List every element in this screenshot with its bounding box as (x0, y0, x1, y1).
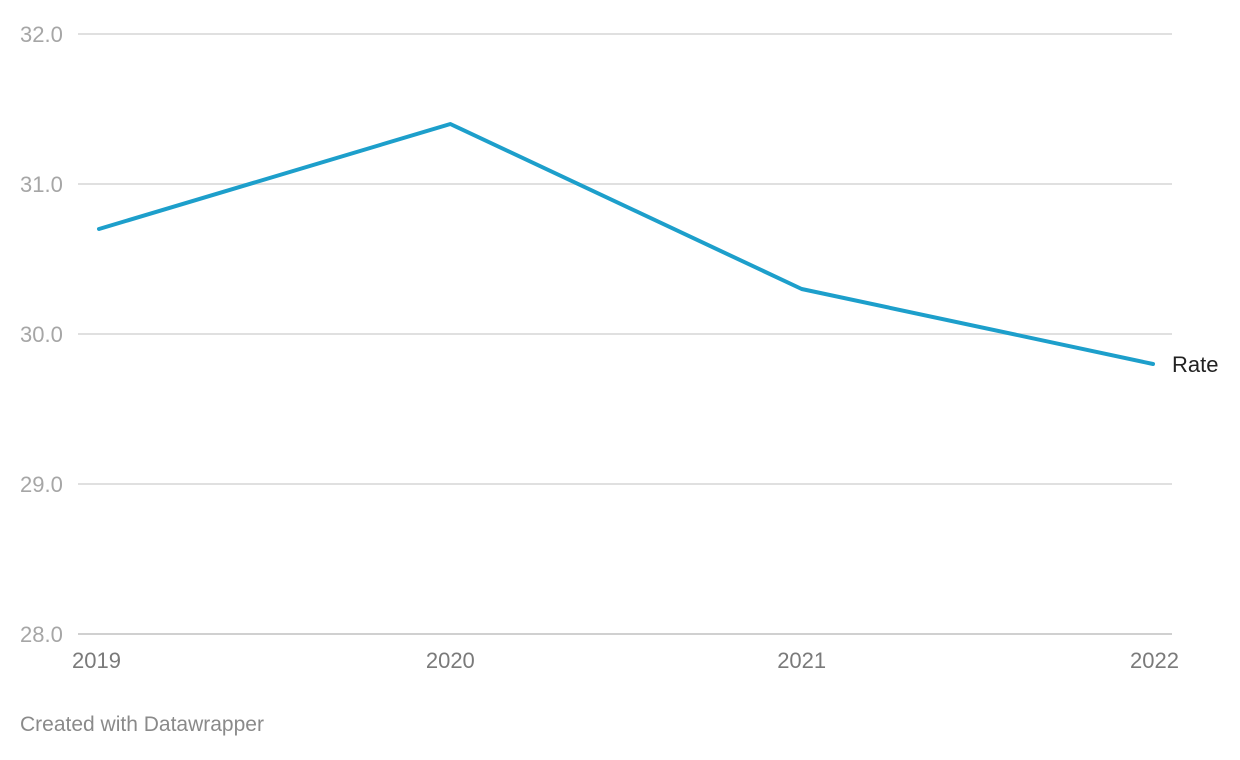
datawrapper-credit: Created with Datawrapper (20, 713, 264, 736)
y-tick-label: 28.0 (20, 622, 63, 647)
y-tick-label: 32.0 (20, 22, 63, 47)
gridlines (78, 33, 1172, 635)
y-axis-tick-labels: 28.0 29.0 30.0 31.0 32.0 (20, 22, 63, 647)
x-tick-label: 2022 (1130, 648, 1179, 673)
y-tick-label: 30.0 (20, 322, 63, 347)
x-tick-label: 2021 (777, 648, 826, 673)
x-tick-label: 2019 (72, 648, 121, 673)
x-axis-tick-labels: 2019 2020 2021 2022 (72, 648, 1179, 673)
y-tick-label: 29.0 (20, 472, 63, 497)
series-labels: Rate (1172, 352, 1218, 377)
series-lines (97, 122, 1155, 366)
y-tick-label: 31.0 (20, 172, 63, 197)
series-line-rate (97, 122, 1155, 366)
x-tick-label: 2020 (426, 648, 475, 673)
series-label-rate: Rate (1172, 352, 1218, 377)
